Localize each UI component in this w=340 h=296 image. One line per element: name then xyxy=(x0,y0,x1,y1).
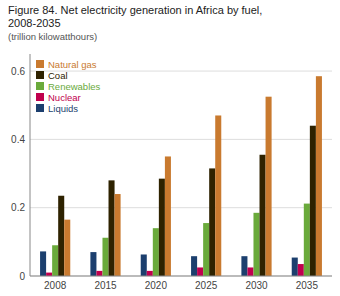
bar xyxy=(102,238,108,276)
bar xyxy=(46,273,52,276)
bar xyxy=(109,180,115,276)
x-axis-line xyxy=(30,276,332,277)
y-tick-label: 0.4 xyxy=(11,134,25,145)
bar xyxy=(316,76,322,276)
bar xyxy=(260,155,266,276)
legend-swatch xyxy=(36,71,44,79)
bar xyxy=(298,264,304,276)
bar xyxy=(215,115,221,276)
x-tick-label: 2025 xyxy=(195,280,218,291)
bar xyxy=(304,204,310,276)
grid-line xyxy=(30,139,332,140)
bar xyxy=(197,267,203,276)
x-tick-label: 2035 xyxy=(296,280,319,291)
chart: Figure 84. Net electricity generation in… xyxy=(0,0,340,296)
bar xyxy=(165,156,171,276)
x-tick-label: 2020 xyxy=(145,280,168,291)
bar xyxy=(52,245,58,276)
y-axis-line xyxy=(30,54,31,276)
bar xyxy=(247,267,253,276)
bar xyxy=(58,196,64,276)
bar xyxy=(253,213,259,276)
bar xyxy=(292,258,298,276)
bars xyxy=(40,76,322,276)
bar xyxy=(191,256,197,276)
bar xyxy=(310,126,316,276)
legend: Natural gasCoalRenewablesNuclearLiquids xyxy=(36,59,101,114)
bar xyxy=(241,256,247,276)
grid-line xyxy=(30,276,332,277)
legend-label: Liquids xyxy=(48,103,78,114)
subtitle: (trillion kilowatthours) xyxy=(8,31,97,42)
legend-swatch xyxy=(36,104,44,112)
title: 2008-2035 xyxy=(8,17,61,29)
bar xyxy=(96,271,102,276)
x-tick-label: 2008 xyxy=(44,280,67,291)
title: Figure 84. Net electricity generation in… xyxy=(8,4,262,16)
legend-label: Renewables xyxy=(48,81,101,92)
bar xyxy=(266,97,272,276)
legend-swatch xyxy=(36,93,44,101)
legend-swatch xyxy=(36,60,44,68)
legend-label: Natural gas xyxy=(48,59,97,70)
bar xyxy=(64,220,70,276)
bar xyxy=(115,194,121,276)
legend-swatch xyxy=(36,82,44,90)
bar xyxy=(159,179,165,276)
y-tick-label: 0 xyxy=(19,271,25,282)
grid-line xyxy=(30,207,332,208)
bar xyxy=(40,251,46,276)
bar xyxy=(153,228,159,276)
legend-label: Coal xyxy=(48,70,68,81)
legend-label: Nuclear xyxy=(48,92,81,103)
y-tick-label: 0.6 xyxy=(11,66,25,77)
bar xyxy=(203,223,209,276)
bar xyxy=(90,252,96,276)
bar xyxy=(209,168,215,276)
bar xyxy=(147,271,153,276)
grid-line xyxy=(30,71,332,72)
x-tick-label: 2030 xyxy=(245,280,268,291)
bar xyxy=(141,254,147,276)
y-tick-label: 0.2 xyxy=(11,202,25,213)
x-tick-label: 2015 xyxy=(94,280,117,291)
